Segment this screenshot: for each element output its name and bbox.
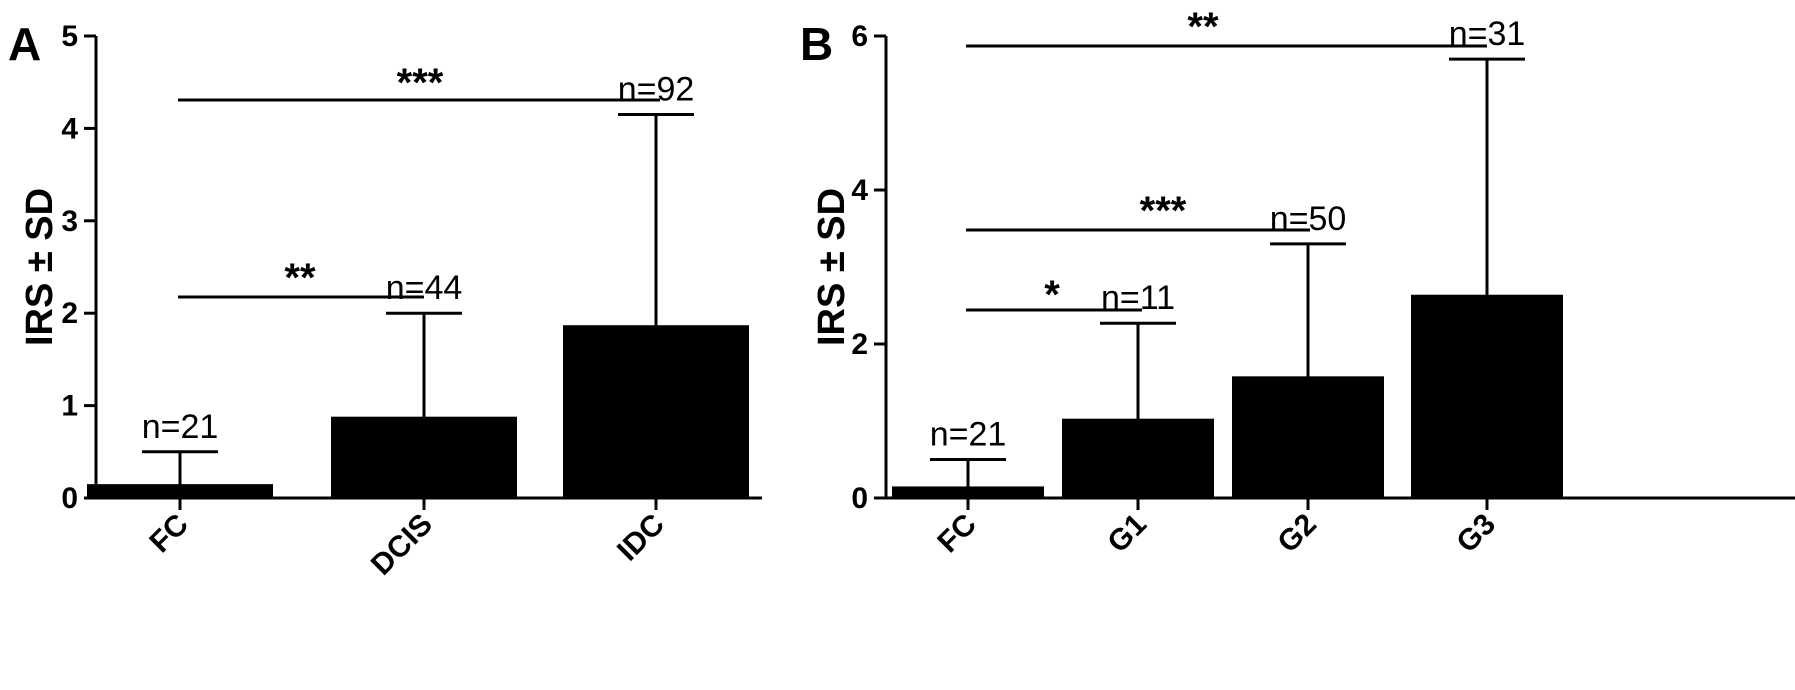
- x-tick-label: DCIS: [365, 508, 439, 582]
- x-tick-label: IDC: [611, 508, 671, 568]
- y-tick-label: 4: [851, 174, 868, 207]
- y-tick-label: 4: [61, 112, 78, 145]
- panel-letter: B: [800, 18, 833, 70]
- x-tick-label: FC: [143, 508, 195, 560]
- y-tick-label: 5: [61, 20, 78, 53]
- n-label: n=11: [1101, 279, 1175, 317]
- significance-label: *: [1044, 273, 1060, 317]
- y-axis-label: IRS ± SD: [811, 188, 853, 346]
- y-tick-label: 2: [851, 328, 868, 361]
- x-tick-label: G1: [1101, 508, 1153, 560]
- y-axis-label: IRS ± SD: [19, 188, 61, 346]
- n-label: n=92: [618, 71, 695, 109]
- x-tick-label: G2: [1271, 508, 1323, 560]
- n-label: n=21: [930, 416, 1007, 454]
- bar-fc: [892, 486, 1044, 498]
- x-tick-label: FC: [931, 508, 983, 560]
- bar-g2: [1232, 376, 1384, 498]
- n-label: n=21: [142, 408, 219, 446]
- y-tick-label: 2: [61, 297, 78, 330]
- y-tick-label: 6: [851, 20, 868, 53]
- significance-label: ***: [397, 61, 444, 105]
- significance-label: **: [1187, 5, 1219, 49]
- n-label: n=44: [386, 269, 463, 307]
- y-tick-label: 1: [61, 390, 78, 423]
- panel-letter: A: [8, 18, 41, 70]
- y-tick-label: 3: [61, 205, 78, 238]
- y-tick-label: 0: [851, 482, 868, 515]
- bar-idc: [563, 325, 749, 498]
- bar-fc: [87, 484, 273, 498]
- bar-g3: [1411, 294, 1563, 498]
- significance-label: ***: [1140, 189, 1187, 233]
- y-tick-label: 0: [61, 482, 78, 515]
- x-tick-label: G3: [1450, 508, 1502, 560]
- n-label: n=50: [1270, 200, 1347, 238]
- significance-label: **: [284, 256, 316, 300]
- bar-g1: [1062, 418, 1214, 498]
- bar-dcis: [331, 416, 517, 498]
